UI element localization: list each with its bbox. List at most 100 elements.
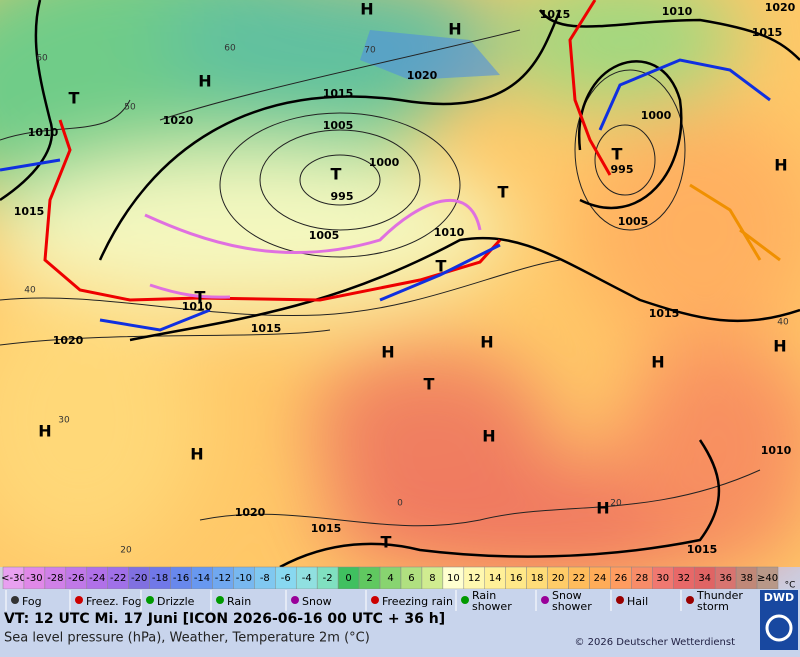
weather-label: Hail: [627, 594, 649, 608]
pressure-center: T: [612, 145, 623, 164]
weather-label: Fog: [22, 594, 42, 608]
scale-label: -12: [215, 573, 231, 584]
scale-label: ≥40: [757, 573, 778, 584]
weather-icon: [541, 596, 549, 604]
valid-time: VT: 12 UTC Mi. 17 Juni [ICON 2026-06-16 …: [4, 611, 445, 627]
pressure-label: 1015: [311, 522, 342, 535]
weather-label-box: Snow: [302, 596, 332, 607]
weather-label-box: Snow shower: [552, 589, 592, 613]
legend-panel: [0, 589, 800, 653]
weather-label: Drizzle: [157, 594, 195, 608]
pressure-label: 1020: [407, 69, 438, 82]
pressure-label: 1000: [369, 156, 400, 169]
pressure-label: 1020: [765, 1, 796, 14]
pressure-center: H: [38, 422, 51, 441]
scale-label: -2: [323, 573, 333, 584]
scale-label: -20: [131, 573, 147, 584]
weather-icon: [616, 596, 624, 604]
pressure-label: 1010: [182, 300, 213, 313]
scale-label: 4: [387, 573, 393, 584]
temperature-label: 50: [124, 103, 136, 113]
scale-label: 22: [573, 573, 586, 584]
pressure-label: 1005: [309, 229, 340, 242]
temperature-label: 40: [777, 318, 789, 328]
weather-label-box: Fog: [22, 594, 42, 608]
temperature-label: 70: [364, 46, 376, 56]
temperature-label: 60: [36, 54, 48, 64]
weather-label: Freez. Fog: [86, 594, 142, 608]
scale-label: 2: [366, 573, 372, 584]
weather-icon: [461, 596, 469, 604]
scale-label: 36: [719, 573, 732, 584]
weather-label: Thunder storm: [697, 589, 743, 613]
scale-label: -14: [194, 573, 210, 584]
pressure-center: H: [360, 0, 373, 19]
pressure-label: 1010: [434, 226, 465, 239]
scale-label: -22: [110, 573, 126, 584]
scale-label: -28: [47, 573, 63, 584]
temperature-label: 30: [58, 416, 70, 426]
pressure-center: T: [436, 257, 447, 276]
pressure-label: 1015: [752, 26, 783, 39]
scale-label: 10: [447, 573, 460, 584]
scale-label: 32: [677, 573, 690, 584]
pressure-label: 1015: [14, 205, 45, 218]
pressure-center: T: [498, 183, 509, 202]
pressure-center: H: [596, 499, 609, 518]
pressure-label: 1010: [28, 126, 59, 139]
pressure-center: H: [381, 343, 394, 362]
pressure-label: 1015: [251, 322, 282, 335]
temperature-label: 40: [24, 286, 36, 296]
pressure-center: H: [190, 445, 203, 464]
temperature-label: 20: [610, 499, 622, 509]
description: Sea level pressure (hPa), Weather, Tempe…: [4, 631, 370, 646]
scale-label: 6: [408, 573, 414, 584]
weather-icon: [371, 596, 379, 604]
weather-icon: [686, 596, 694, 604]
copyright: © 2026 Deutscher Wetterdienst: [574, 637, 735, 648]
pressure-center: H: [651, 353, 664, 372]
pressure-label: 995: [331, 190, 354, 203]
pressure-center: H: [773, 337, 786, 356]
scale-label: 20: [552, 573, 565, 584]
logo-icon: [765, 614, 793, 642]
pressure-label: 1020: [235, 506, 266, 519]
scale-label: -26: [68, 573, 84, 584]
pressure-label: 1005: [323, 119, 354, 132]
weather-icon: [291, 596, 299, 604]
weather-label-box: Rain shower: [472, 590, 512, 612]
pressure-label: 1010: [761, 444, 792, 457]
pressure-center: H: [198, 72, 211, 91]
pressure-label: 1015: [540, 8, 571, 21]
weather-label: Snow shower: [552, 589, 592, 613]
pressure-center: T: [195, 288, 206, 307]
scale-label: -30: [26, 573, 42, 584]
scale-label: 8: [429, 573, 435, 584]
temperature-label: 0: [397, 499, 403, 509]
scale-label: 24: [594, 573, 607, 584]
pressure-label: 1000: [641, 109, 672, 122]
weather-label-box: Freez. Fog: [86, 594, 142, 608]
pressure-center: T: [331, 165, 342, 184]
pressure-center: T: [424, 375, 435, 394]
weather-icon: [75, 596, 83, 604]
weather-label: Freezing rain: [382, 594, 453, 608]
map: 1015 1010 1020 1015 1020 1015 1020 1005 1000 1010…: [0, 0, 800, 580]
pressure-label: 1020: [53, 334, 84, 347]
scale-label: -4: [302, 573, 312, 584]
scale-label: 0: [345, 573, 351, 584]
weather-label-box: Thunder storm: [697, 589, 743, 613]
weather-label-box: Rain: [227, 596, 251, 607]
pressure-label: 1010: [662, 5, 693, 18]
pressure-label: 1015: [687, 543, 718, 556]
scale-unit: °C: [785, 581, 796, 591]
weather-icon: [146, 596, 154, 604]
pressure-center: T: [69, 89, 80, 108]
pressure-center: T: [381, 533, 392, 552]
pressure-label: 1015: [649, 307, 680, 320]
pressure-label: 1005: [618, 215, 649, 228]
scale-label: 18: [531, 573, 544, 584]
pressure-label: 1015: [323, 87, 354, 100]
weather-icon: [216, 596, 224, 604]
